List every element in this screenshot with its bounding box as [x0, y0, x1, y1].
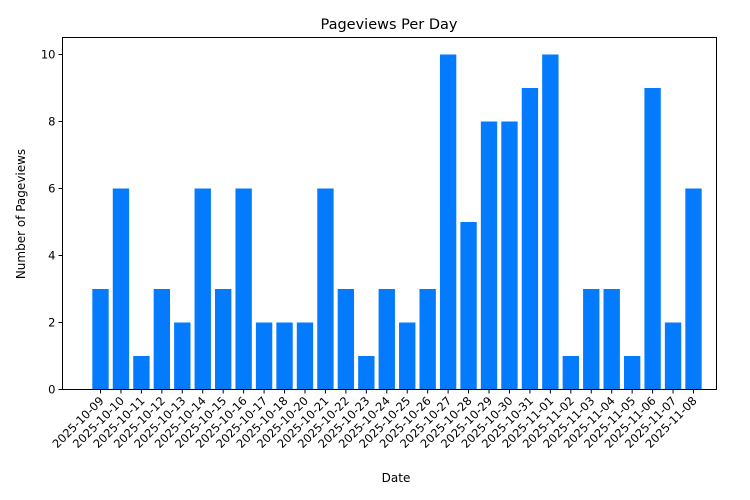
bar [664, 322, 682, 390]
bar [235, 188, 252, 390]
bar [337, 289, 355, 390]
bar [583, 289, 600, 390]
bar [460, 222, 477, 390]
bar [317, 188, 334, 390]
y-tick-label: 2 [48, 316, 55, 330]
bar [255, 322, 273, 390]
plot-frame [62, 37, 717, 390]
y-tick-label: 10 [41, 48, 56, 62]
bar [419, 289, 436, 390]
bar [480, 121, 498, 390]
y-axis-label: Number of Pageviews [14, 149, 28, 279]
bar [296, 322, 314, 390]
x-axis: 2025-10-092025-10-102025-10-112025-10-12… [49, 389, 700, 451]
x-axis-label: Date [382, 471, 411, 485]
bar [133, 356, 150, 390]
y-axis: 0 2 4 6 8 10 [41, 48, 63, 397]
bar [623, 356, 641, 390]
y-tick-label: 0 [48, 383, 55, 397]
bar [378, 289, 395, 390]
bar [399, 322, 416, 390]
bar [215, 289, 232, 390]
bar [542, 54, 559, 390]
bar [153, 289, 171, 390]
bar [174, 322, 191, 390]
bar [501, 121, 518, 390]
bar [685, 188, 702, 390]
bar [603, 289, 620, 390]
bar [276, 322, 293, 390]
bar [112, 188, 130, 390]
bar [439, 54, 457, 390]
bar [562, 356, 579, 390]
bar [521, 88, 539, 390]
bar [358, 356, 375, 390]
y-tick-label: 8 [48, 115, 55, 129]
bar [644, 88, 661, 390]
bar [92, 289, 109, 390]
bar [194, 188, 211, 390]
y-tick-label: 6 [48, 182, 55, 196]
chart-title: Pageviews Per Day [320, 17, 457, 33]
bars-group [92, 54, 702, 390]
y-tick-label: 4 [48, 249, 55, 263]
